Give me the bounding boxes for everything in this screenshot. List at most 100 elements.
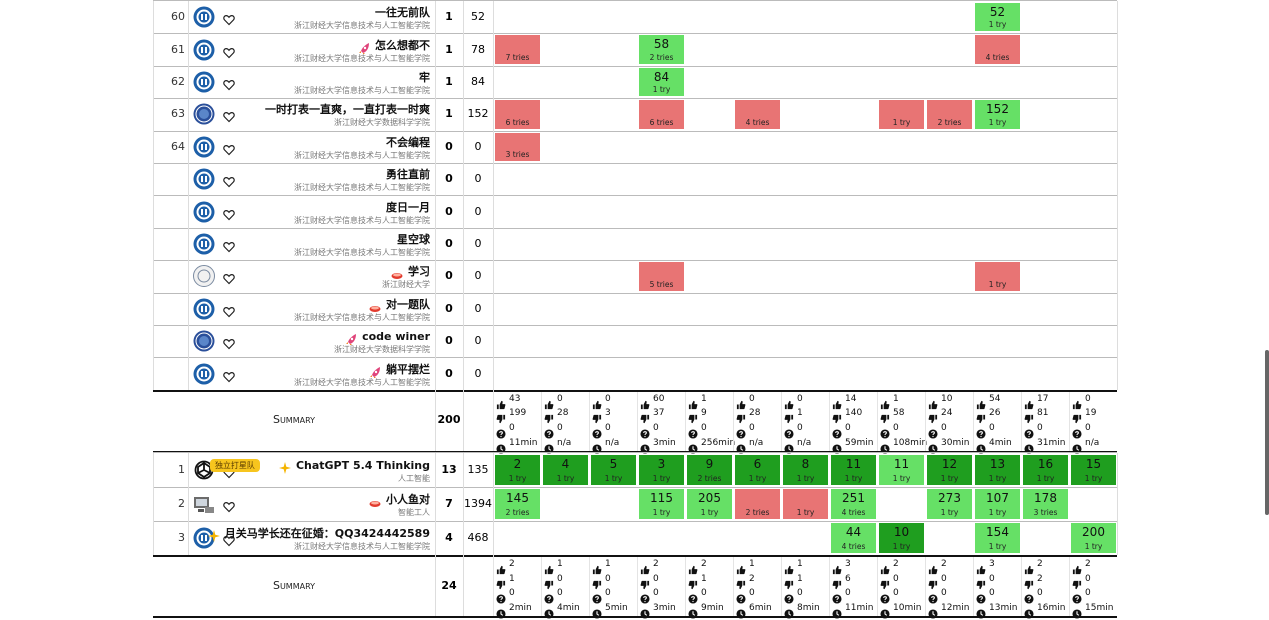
stat-icon [544, 560, 554, 575]
stat-value: 81 [1037, 408, 1049, 419]
stat-value: 2 [509, 559, 515, 569]
stat-icon [1024, 409, 1034, 424]
problem-time: 200 [1082, 525, 1105, 539]
stat-icon-part [784, 415, 794, 424]
stat-icon-part [1024, 400, 1034, 409]
stat-icon-part [976, 565, 986, 575]
stat-icon-part [880, 415, 890, 424]
team-logo-part [193, 298, 215, 320]
team-icon [278, 459, 291, 474]
team-logo-part [194, 497, 214, 513]
stat-value: 2 [1085, 559, 1091, 569]
favorite-button[interactable] [223, 108, 235, 123]
penalty: 0 [474, 139, 482, 153]
favorite-button[interactable] [223, 206, 235, 220]
stat-icon [592, 409, 602, 424]
problem-time: 11 [845, 457, 862, 471]
stat-border [877, 557, 878, 616]
problem-tries: 4 tries [745, 117, 770, 127]
stat-icon [640, 409, 650, 424]
stat-icon-part [592, 415, 602, 424]
stat-icon-part [499, 431, 503, 435]
favorite-button[interactable] [223, 303, 235, 318]
favorite-button[interactable] [223, 11, 235, 26]
stat-value: 140 [845, 408, 863, 419]
stat-icon-part [736, 580, 746, 589]
favorite-button[interactable] [223, 76, 235, 91]
stat-icon [592, 439, 602, 454]
solved-count: 0 [445, 204, 453, 218]
stat-icon-part [836, 611, 840, 616]
column-border [1117, 260, 1118, 293]
stat-value: 0 [845, 422, 851, 433]
stat-value: 0 [1037, 588, 1043, 599]
stat-icon-part [736, 415, 746, 424]
stat-icon [640, 589, 650, 604]
stat-icon [928, 604, 938, 619]
favorite-button[interactable] [223, 173, 235, 188]
column-border [493, 260, 494, 293]
column-border [153, 130, 154, 163]
stat-icon-part [1024, 429, 1034, 439]
favorite-button[interactable] [223, 335, 235, 350]
stat-icon-part [644, 445, 648, 451]
favorite-button[interactable] [223, 44, 235, 58]
team-school: 智能工人 [398, 508, 430, 517]
column-border [1117, 521, 1118, 555]
summary-total: 200 [437, 413, 461, 427]
stat-value: 0 [653, 573, 659, 584]
stat-icon-part [1072, 594, 1082, 604]
favorite-button[interactable] [223, 270, 235, 285]
scrollbar[interactable] [1265, 350, 1269, 515]
stat-value: 0 [1037, 422, 1043, 433]
stat-icon [832, 589, 842, 604]
stat-border [973, 391, 974, 451]
column-border [435, 163, 436, 196]
stat-icon-part [784, 444, 794, 454]
stat-icon-part [1028, 601, 1030, 603]
team-row: 60 一往无前队 浙江财经大学信息技术与人工智能学院 1 52 52 1 try [0, 1, 1269, 33]
favorite-button-part [223, 177, 235, 188]
problem-tries: 1 try [748, 474, 767, 483]
problem-cell: 44 4 tries [831, 523, 876, 553]
stat-icon-part [692, 445, 696, 451]
column-border [463, 325, 464, 358]
stat-icon-part [544, 594, 554, 604]
problem-cell: 1 try [879, 100, 924, 129]
problem-tries: 2 tries [649, 52, 674, 62]
stat-icon-part [692, 435, 694, 438]
favorite-button[interactable] [223, 532, 235, 547]
solved-count: 1 [445, 107, 453, 121]
problem-cell: 6 tries [495, 100, 540, 129]
favorite-button[interactable] [223, 238, 235, 253]
problem-time: 84 [653, 69, 670, 84]
stat-border [829, 557, 830, 616]
stat-value: 9min [701, 602, 724, 613]
team-name-line: 度日一月 [386, 200, 430, 214]
stat-icon-part [500, 435, 502, 438]
stat-icon-part [784, 400, 794, 409]
problem-time: 16 [1037, 457, 1054, 471]
stat-icon [784, 395, 794, 409]
favorite-button[interactable] [223, 368, 235, 382]
stat-icon-part [592, 415, 602, 424]
stat-icon-part [880, 580, 890, 589]
team-icon-part [278, 462, 291, 474]
column-border [435, 98, 436, 131]
favorite-button[interactable] [223, 498, 235, 513]
column-border [188, 163, 189, 196]
stat-border [925, 391, 926, 451]
favorite-button[interactable] [223, 141, 235, 156]
stat-icon [880, 589, 890, 604]
problem-tries: 1 try [892, 474, 911, 483]
stat-value: 1 [509, 573, 515, 584]
problem-cell: 4 tries [735, 100, 780, 129]
problem-cell: 4 1 try [543, 455, 588, 485]
stat-icon [592, 560, 602, 575]
problem-cell: 152 1 try [975, 100, 1020, 129]
stat-icon-part [884, 435, 886, 438]
stat-icon [544, 395, 554, 409]
team-logo-part [199, 109, 209, 120]
stat-icon-part [1072, 609, 1082, 619]
